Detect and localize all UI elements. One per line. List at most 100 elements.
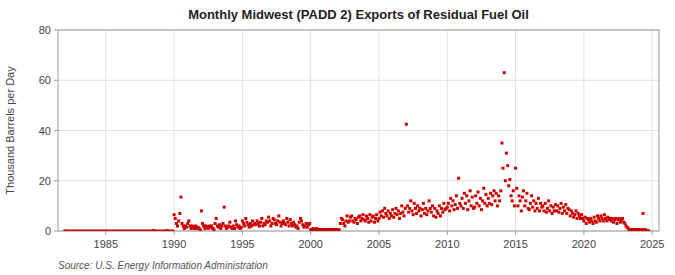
point xyxy=(500,142,503,145)
point xyxy=(477,191,480,194)
point xyxy=(409,199,412,202)
point xyxy=(402,214,405,217)
point xyxy=(455,194,458,197)
point xyxy=(564,203,567,206)
point xyxy=(166,229,169,231)
point xyxy=(341,218,344,221)
point xyxy=(462,207,465,210)
point xyxy=(78,230,81,232)
point xyxy=(514,167,517,170)
point xyxy=(464,202,467,205)
point xyxy=(228,221,231,224)
point xyxy=(67,230,70,232)
point xyxy=(558,207,561,210)
point xyxy=(545,211,548,214)
point xyxy=(370,219,373,222)
point xyxy=(179,196,182,199)
point xyxy=(160,230,163,232)
point xyxy=(200,209,203,212)
point xyxy=(149,230,152,232)
point xyxy=(593,216,596,219)
point xyxy=(522,189,525,192)
point xyxy=(465,194,468,197)
point xyxy=(163,230,166,232)
point xyxy=(258,224,261,227)
point xyxy=(484,193,487,196)
point xyxy=(521,196,524,199)
source-note: Source: U.S. Energy Information Administ… xyxy=(58,260,268,271)
plot-frame xyxy=(58,30,659,231)
tick-mark xyxy=(54,231,58,232)
point xyxy=(366,217,369,220)
point xyxy=(497,194,500,197)
tick-mark xyxy=(174,231,175,235)
point xyxy=(173,213,176,216)
point xyxy=(111,230,114,232)
point xyxy=(515,187,518,190)
point xyxy=(434,216,437,219)
tick-label: 2015 xyxy=(503,238,527,250)
point xyxy=(178,212,181,215)
point xyxy=(233,227,236,230)
grid xyxy=(58,30,659,231)
point xyxy=(538,209,541,212)
tick-mark xyxy=(447,231,448,235)
point xyxy=(240,226,243,229)
point xyxy=(413,202,416,205)
tick-mark xyxy=(54,80,58,81)
point xyxy=(503,71,506,74)
tick-mark xyxy=(378,231,379,235)
point xyxy=(95,230,98,232)
point xyxy=(430,211,433,214)
point xyxy=(496,204,499,207)
point xyxy=(176,224,179,227)
point xyxy=(244,217,247,220)
point xyxy=(158,230,161,232)
tick-mark xyxy=(54,30,58,31)
point xyxy=(152,229,155,231)
point xyxy=(439,214,442,217)
grid-line xyxy=(174,30,175,231)
point xyxy=(529,202,532,205)
point xyxy=(473,206,476,209)
point xyxy=(642,212,645,215)
point xyxy=(383,207,386,210)
point xyxy=(491,194,494,197)
point xyxy=(271,222,274,225)
point xyxy=(525,192,528,195)
point xyxy=(494,199,497,202)
point xyxy=(259,221,262,224)
point xyxy=(530,194,533,197)
grid-line xyxy=(583,30,584,231)
point xyxy=(621,217,624,220)
point xyxy=(457,177,460,180)
point xyxy=(114,230,117,232)
point xyxy=(400,204,403,207)
point xyxy=(338,228,341,231)
point xyxy=(398,217,401,220)
axes: 0204060801985199019952000200520102015202… xyxy=(39,24,665,250)
point xyxy=(519,199,522,202)
point xyxy=(505,152,508,155)
point xyxy=(461,197,464,200)
point xyxy=(471,196,474,199)
title: Monthly Midwest (PADD 2) Exports of Resi… xyxy=(188,7,529,22)
point xyxy=(122,230,125,232)
point xyxy=(580,213,583,216)
tick-mark xyxy=(583,231,584,235)
point xyxy=(141,230,144,232)
tick-label: 2010 xyxy=(435,238,459,250)
tick-mark xyxy=(242,231,243,235)
point xyxy=(647,230,650,232)
point xyxy=(544,202,547,205)
point xyxy=(343,224,346,227)
point xyxy=(517,194,520,197)
point xyxy=(136,230,139,232)
point xyxy=(267,216,270,219)
point xyxy=(456,207,459,210)
tick-label: 2025 xyxy=(640,238,664,250)
point xyxy=(362,213,365,216)
point xyxy=(187,219,190,222)
point xyxy=(273,218,276,221)
point xyxy=(177,219,180,222)
